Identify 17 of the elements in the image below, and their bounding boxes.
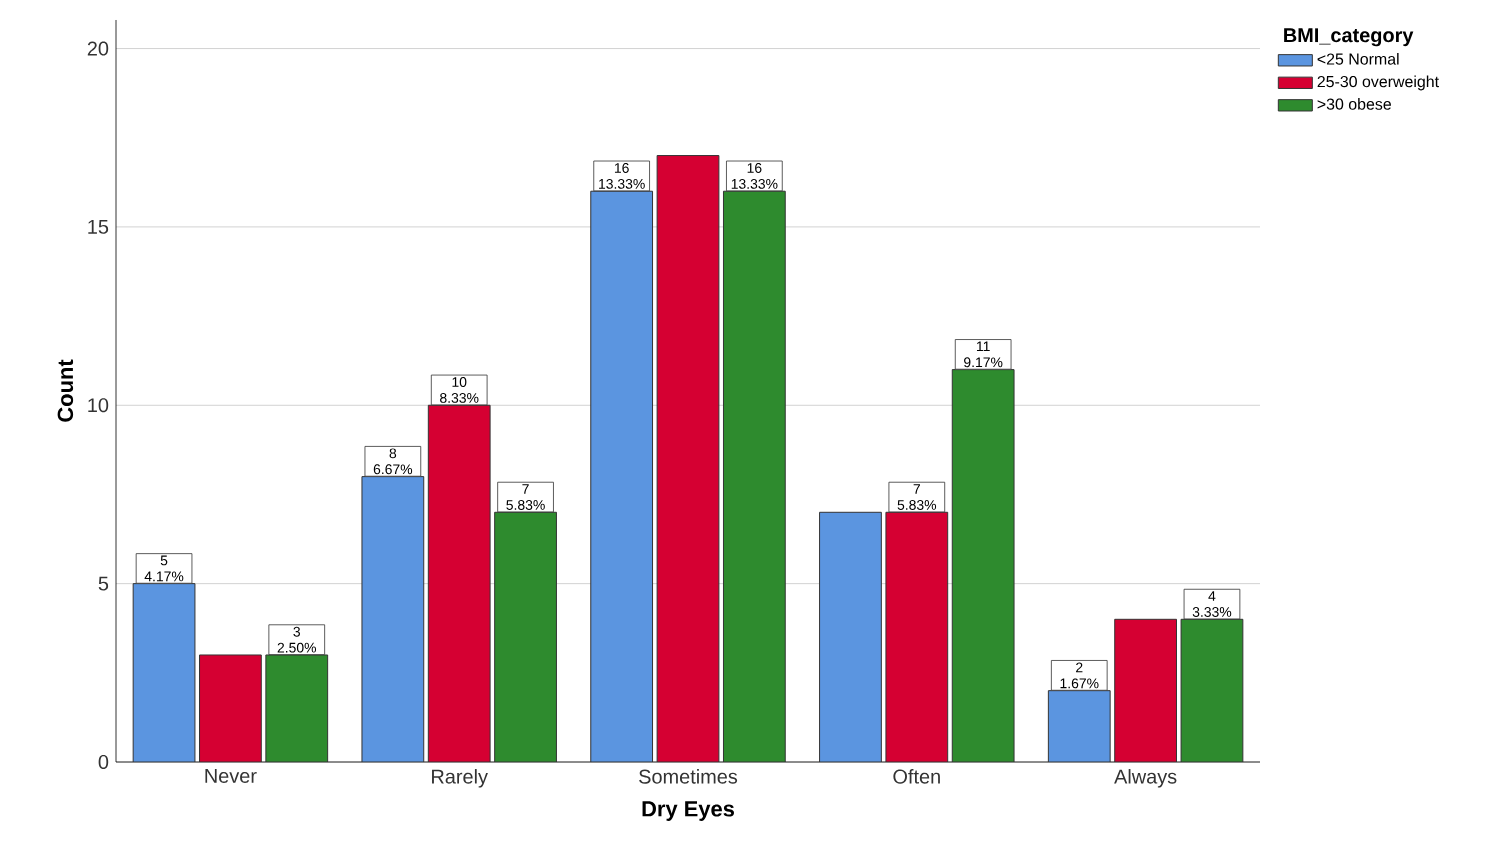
bar — [819, 511, 882, 762]
bar — [1114, 618, 1177, 762]
y-tick-label: 20 — [87, 41, 109, 56]
x-tick-label: Always — [1114, 769, 1177, 788]
x-tick-label: Rarely — [432, 769, 488, 788]
y-tick-label: 10 — [88, 398, 109, 413]
legend-title: BMI_category — [1284, 28, 1414, 47]
y-tick-label: 5 — [98, 576, 109, 591]
x-tick-label: Sometimes — [639, 769, 738, 784]
x-axis-title: Dry Eyes — [642, 801, 734, 821]
y-tick-label: 0 — [98, 754, 109, 770]
x-tick-label: Never — [205, 769, 257, 783]
bar — [656, 155, 720, 762]
x-tick-label: Often — [893, 769, 940, 784]
y-axis-title: Count — [57, 359, 74, 422]
bar — [199, 654, 262, 762]
y-tick-label: 15 — [88, 219, 109, 234]
